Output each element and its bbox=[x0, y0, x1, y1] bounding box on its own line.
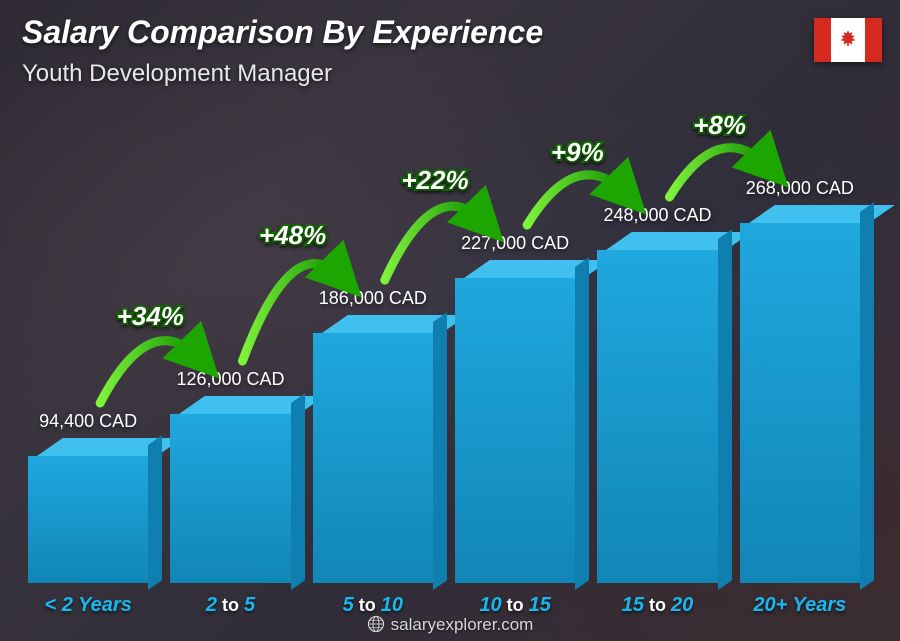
flag-band-right bbox=[865, 18, 882, 62]
bar-category-label: 2 to 5 bbox=[170, 594, 290, 617]
bar-3d bbox=[740, 205, 860, 583]
bar-value-label: 126,000 CAD bbox=[176, 369, 284, 390]
bar-3d bbox=[597, 232, 717, 583]
globe-icon bbox=[367, 615, 385, 633]
bar-category-label: 5 to 10 bbox=[313, 594, 433, 617]
flag-band-center bbox=[831, 18, 865, 62]
infographic-stage: Salary Comparison By Experience Youth De… bbox=[0, 0, 900, 641]
bar-value-label: 248,000 CAD bbox=[603, 205, 711, 226]
bar-column: 94,400 CAD < 2 Years bbox=[28, 411, 148, 583]
flag-band-left bbox=[814, 18, 831, 62]
bar-column: 248,000 CAD 15 to 20 bbox=[597, 205, 717, 583]
bar-3d bbox=[28, 438, 148, 583]
bar-category-label: < 2 Years bbox=[28, 594, 148, 617]
bar-3d bbox=[170, 396, 290, 583]
footer-text: salaryexplorer.com bbox=[391, 615, 534, 634]
bar-value-label: 186,000 CAD bbox=[319, 288, 427, 309]
bar-category-label: 15 to 20 bbox=[597, 594, 717, 617]
bar-3d bbox=[313, 315, 433, 583]
maple-leaf-icon bbox=[837, 29, 859, 51]
bar-value-label: 268,000 CAD bbox=[746, 178, 854, 199]
bar-column: 126,000 CAD 2 to 5 bbox=[170, 369, 290, 583]
bar-column: 268,000 CAD 20+ Years bbox=[740, 178, 860, 583]
page-subtitle: Youth Development Manager bbox=[22, 60, 332, 88]
bar-3d bbox=[455, 260, 575, 583]
bar-category-label: 10 to 15 bbox=[455, 594, 575, 617]
bar-value-label: 94,400 CAD bbox=[39, 411, 137, 432]
footer: salaryexplorer.com bbox=[0, 615, 900, 641]
bar-column: 227,000 CAD 10 to 15 bbox=[455, 233, 575, 583]
salary-bar-chart: 94,400 CAD < 2 Years 126,000 CAD 2 to 5 … bbox=[28, 103, 860, 583]
page-title: Salary Comparison By Experience bbox=[22, 14, 543, 51]
bar-value-label: 227,000 CAD bbox=[461, 233, 569, 254]
bar-category-label: 20+ Years bbox=[740, 594, 860, 617]
bar-column: 186,000 CAD 5 to 10 bbox=[313, 288, 433, 583]
country-flag-icon bbox=[814, 18, 882, 62]
